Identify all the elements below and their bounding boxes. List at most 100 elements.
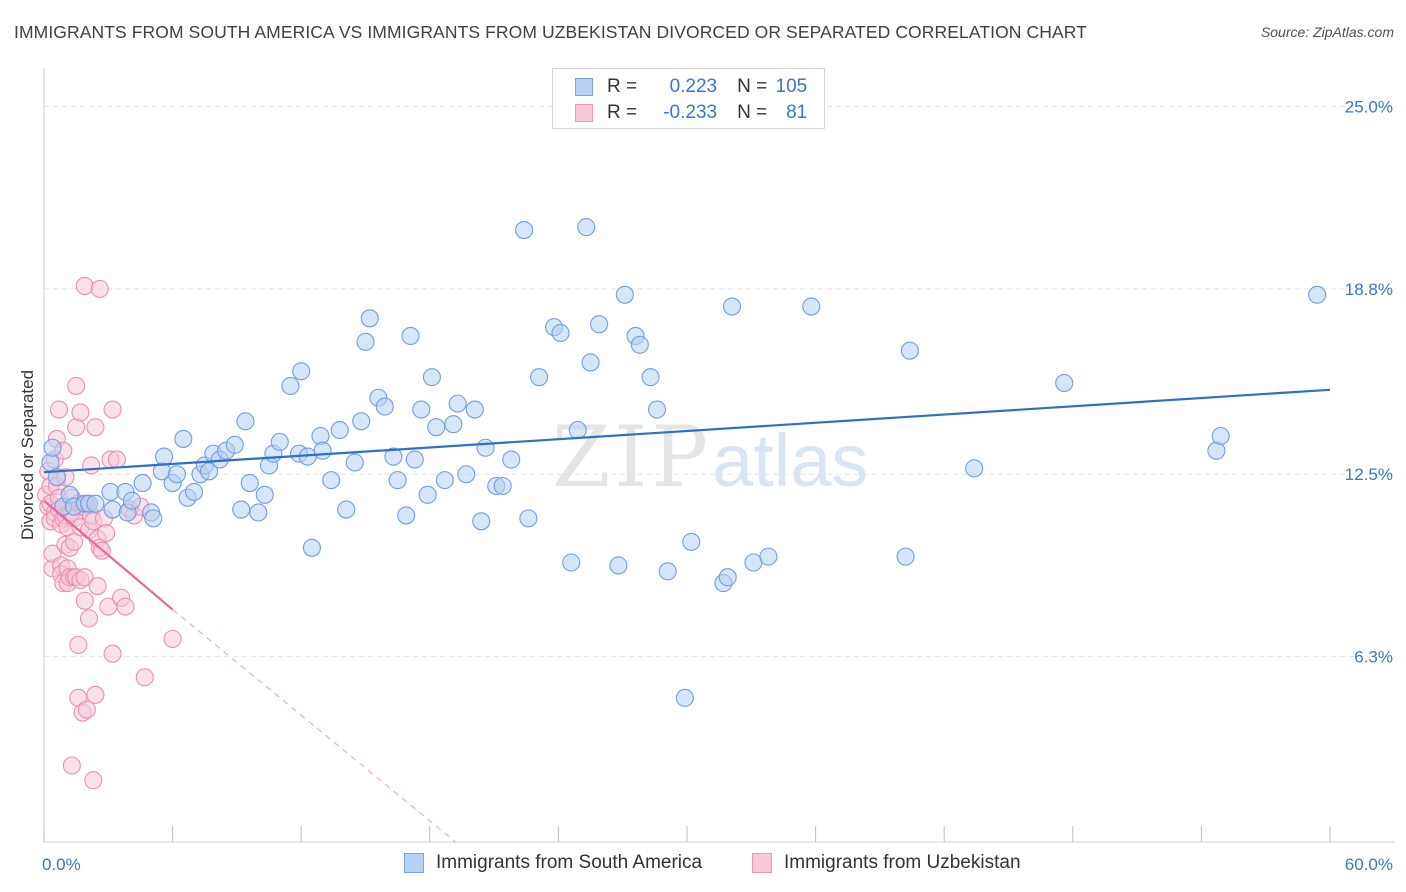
- blue-point: [174, 429, 193, 448]
- blue-point: [435, 471, 454, 490]
- watermark: ZIPatlas: [552, 408, 868, 506]
- legend-n-label: N =: [737, 76, 768, 97]
- blue-point: [744, 553, 763, 572]
- legend-label-uzbekistan: Immigrants from Uzbekistan: [784, 852, 1021, 873]
- blue-point: [722, 297, 742, 316]
- pink-point: [86, 685, 105, 704]
- blue-point: [302, 538, 321, 557]
- blue-point: [360, 309, 379, 328]
- blue-point: [581, 353, 600, 372]
- source-label: Source: ZipAtlas.com: [1260, 24, 1394, 40]
- blue-point: [397, 506, 416, 525]
- blue-point: [345, 453, 364, 472]
- blue-point: [337, 500, 356, 519]
- pink-point: [49, 400, 69, 419]
- series-legend: Immigrants from South America Immigrants…: [0, 852, 1406, 878]
- legend-blue-n: 105: [775, 76, 808, 97]
- watermark-atlas: atlas: [712, 419, 869, 502]
- blue-point: [249, 503, 268, 522]
- blue-point: [199, 462, 219, 481]
- blue-point: [675, 688, 694, 707]
- blue-swatch: [404, 853, 424, 873]
- blue-point: [493, 476, 512, 496]
- blue-point: [122, 491, 141, 510]
- blue-point: [502, 450, 521, 469]
- blue-point: [530, 368, 549, 387]
- blue-point: [476, 438, 495, 457]
- blue-point: [133, 474, 152, 493]
- pink-point: [163, 629, 182, 649]
- blue-trend-line: [43, 388, 1331, 474]
- blue-point: [965, 459, 984, 478]
- blue-point: [519, 509, 538, 528]
- legend-r-label: R =: [607, 102, 638, 123]
- blue-point: [412, 400, 431, 419]
- blue-point: [232, 500, 251, 519]
- pink-point: [75, 568, 94, 587]
- blue-point: [103, 500, 122, 519]
- legend-item-uzbekistan[interactable]: Immigrants from Uzbekistan: [752, 852, 1021, 874]
- x-tick-label: 60.0%: [1345, 855, 1393, 874]
- blue-point: [718, 568, 737, 587]
- blue-point: [384, 447, 403, 466]
- blue-point: [270, 432, 289, 451]
- blue-point: [444, 415, 463, 434]
- blue-point: [101, 482, 120, 501]
- legend-item-south-america[interactable]: Immigrants from South America: [404, 852, 702, 874]
- blue-point: [375, 397, 394, 416]
- blue-point: [590, 315, 609, 334]
- tick-labels: 6.3% 12.5% 18.8% 25.0% 0.0% 60.0%: [42, 97, 1393, 874]
- blue-point: [682, 532, 701, 551]
- blue-point: [352, 412, 371, 431]
- blue-point: [609, 556, 628, 575]
- blue-point: [1308, 285, 1327, 304]
- blue-point: [630, 335, 649, 354]
- pink-point: [88, 576, 107, 596]
- blue-point: [515, 220, 534, 240]
- pink-point: [75, 591, 94, 610]
- blue-point: [322, 471, 341, 490]
- blue-point: [615, 285, 634, 304]
- pink-point: [82, 456, 101, 475]
- blue-point: [47, 468, 66, 487]
- blue-point: [896, 547, 915, 566]
- pink-point: [79, 609, 99, 628]
- correlation-legend: R = 0.223 N = 105 R = -0.233 N = 81: [552, 68, 825, 129]
- blue-point: [422, 368, 441, 387]
- legend-n-label: N =: [737, 102, 768, 123]
- pink-point: [77, 700, 96, 719]
- pink-trend-line: [43, 499, 174, 611]
- y-tick-label: 6.3%: [1354, 648, 1393, 667]
- blue-point: [577, 218, 596, 237]
- blue-swatch: [575, 78, 593, 96]
- legend-pink-r: -0.233: [663, 102, 718, 123]
- pink-points: [37, 276, 182, 790]
- pink-point: [62, 756, 81, 775]
- pink-point: [75, 276, 94, 295]
- pink-point: [67, 376, 86, 396]
- legend-pink-n: 81: [786, 102, 808, 123]
- blue-point: [405, 450, 424, 469]
- pink-point: [103, 644, 122, 663]
- pink-point: [116, 597, 135, 616]
- blue-point: [1211, 426, 1230, 446]
- blue-point: [401, 326, 420, 346]
- pink-swatch: [575, 104, 593, 122]
- blue-point: [457, 465, 476, 484]
- blue-point: [427, 418, 446, 437]
- legend-blue-r: 0.223: [669, 76, 718, 97]
- blue-point: [184, 482, 204, 501]
- blue-point: [167, 465, 186, 484]
- blue-point: [330, 421, 349, 440]
- blue-point: [313, 441, 332, 460]
- blue-point: [418, 485, 437, 504]
- pink-point: [135, 668, 154, 687]
- blue-point: [802, 297, 821, 316]
- pink-point: [97, 524, 116, 543]
- blue-point: [240, 474, 259, 493]
- trend-lines: [43, 388, 1331, 843]
- x-tick-label: 0.0%: [42, 855, 81, 874]
- blue-point: [759, 547, 778, 566]
- y-tick-label: 18.8%: [1345, 280, 1393, 299]
